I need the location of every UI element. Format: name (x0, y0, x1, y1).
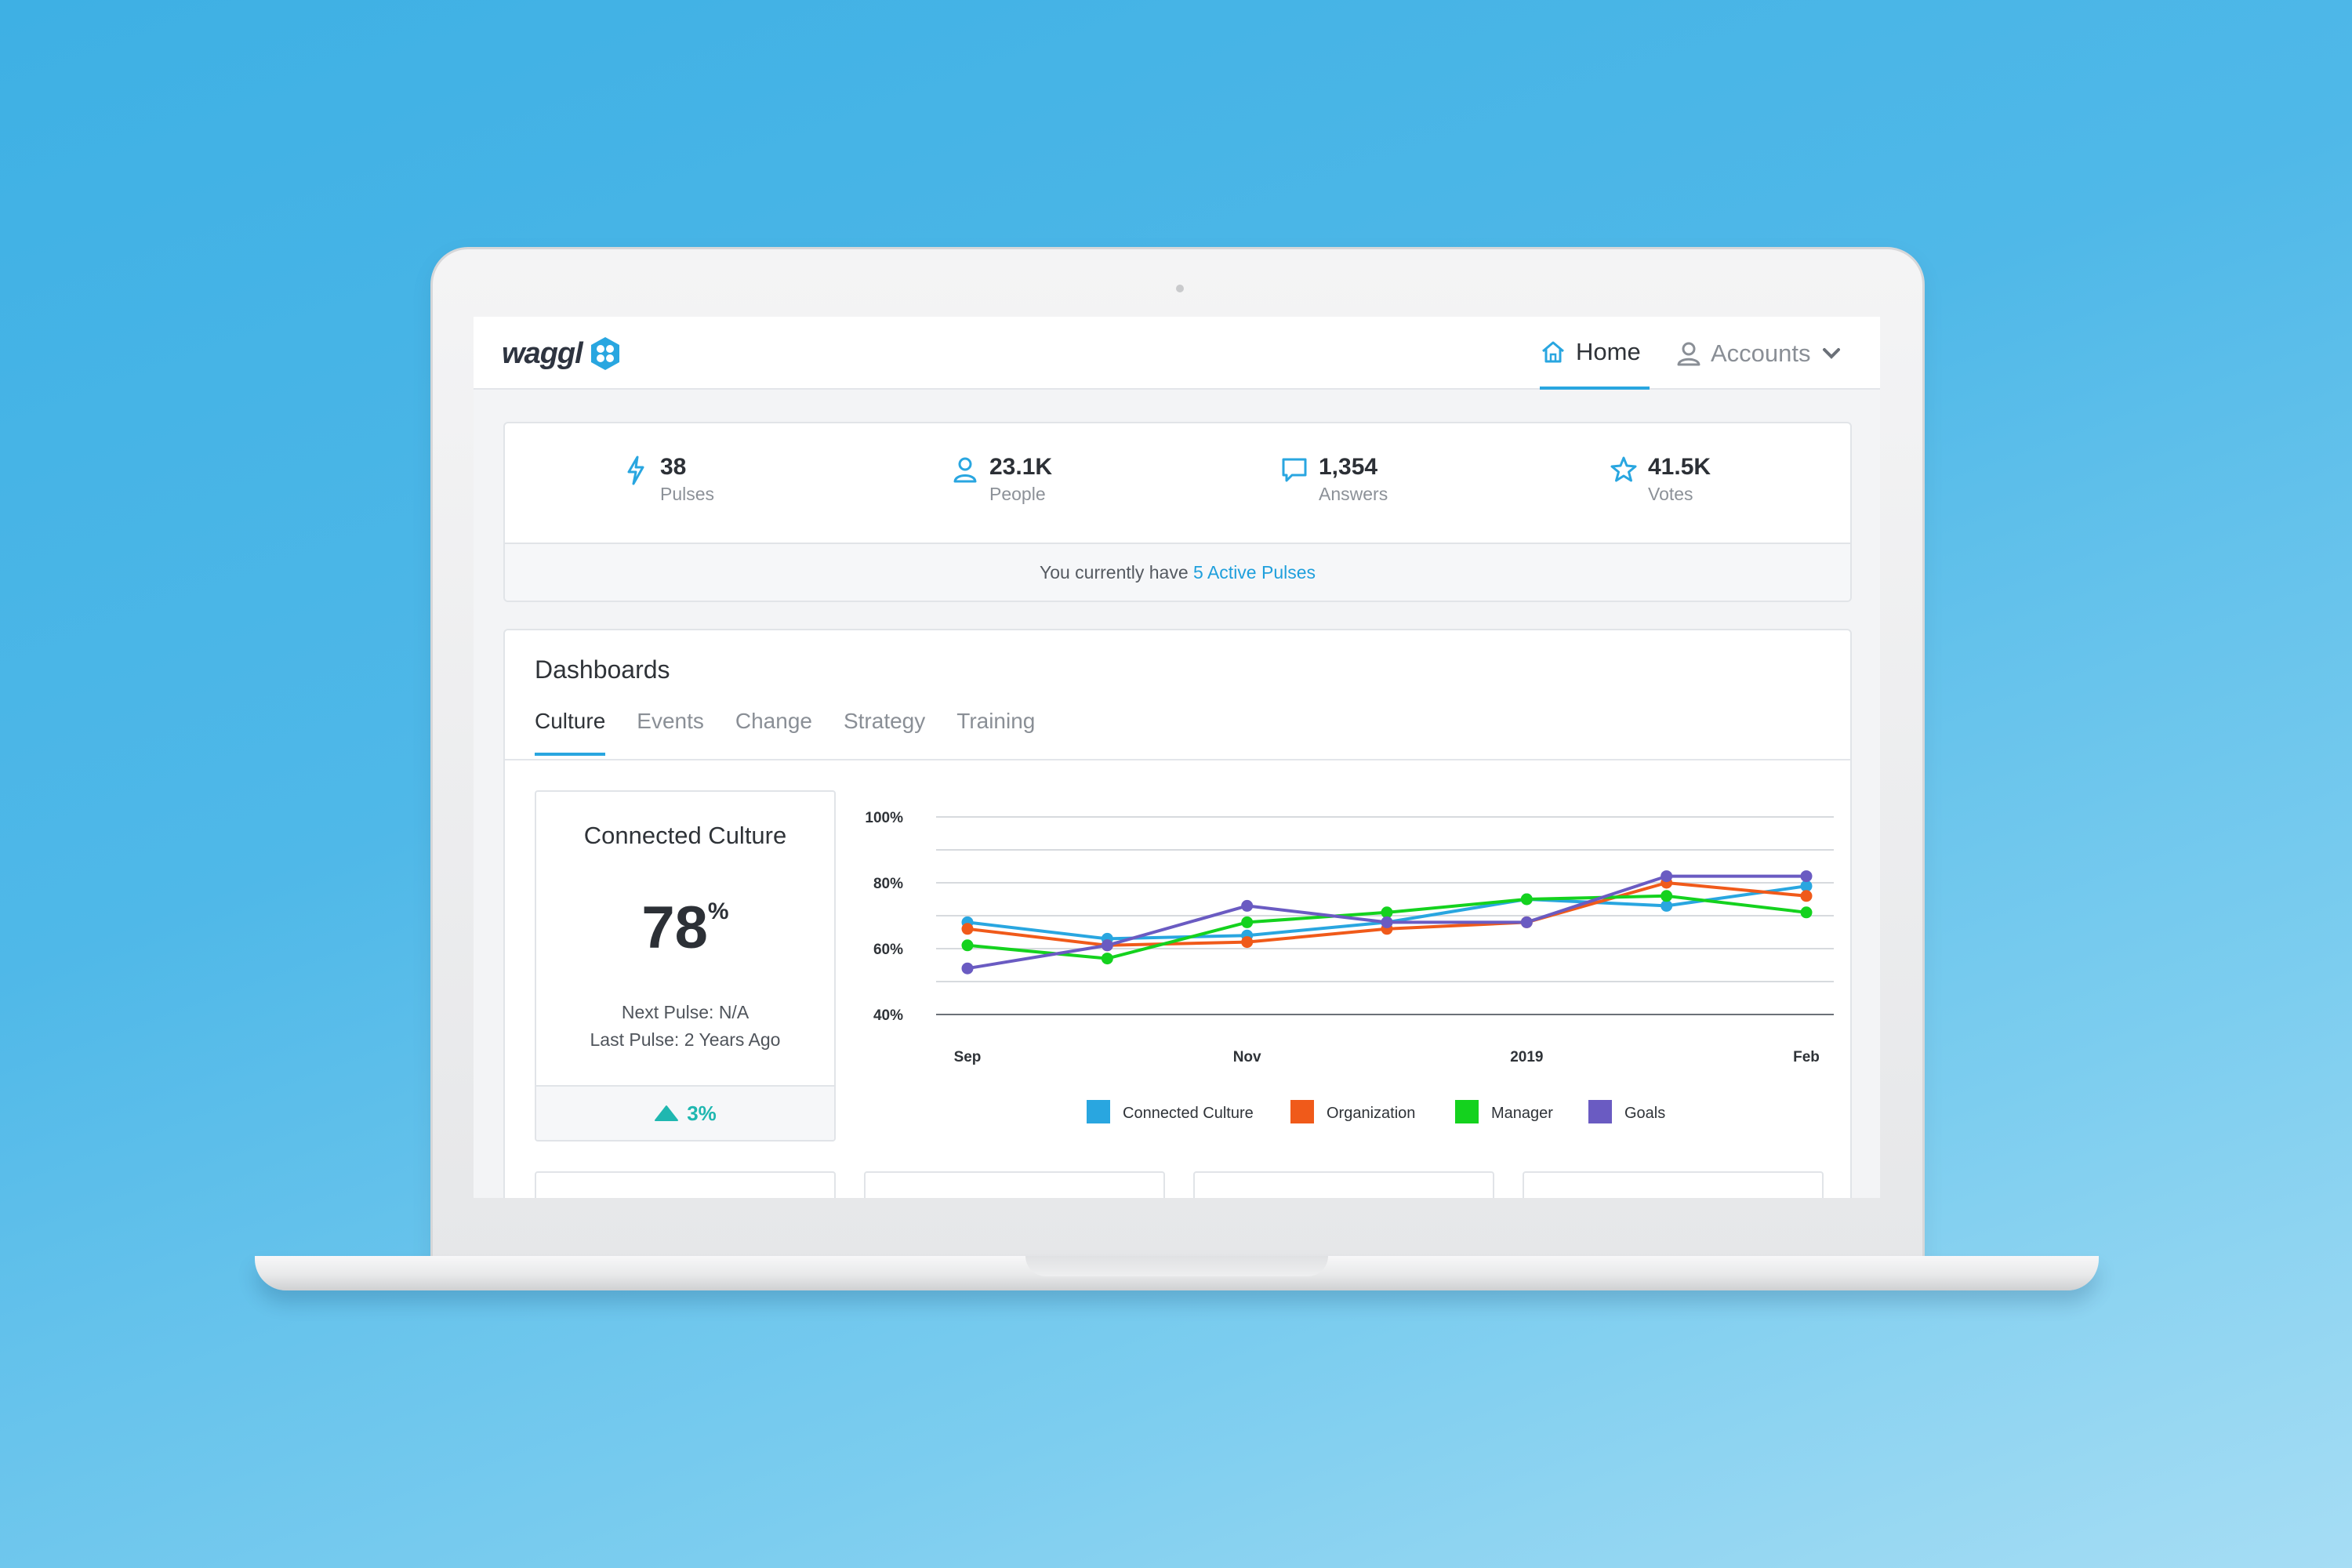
person-icon (953, 457, 977, 483)
camera-icon (1176, 285, 1184, 292)
legend-label: Goals (1624, 1105, 1665, 1122)
legend-swatch (1290, 1100, 1314, 1123)
metric-value: 78% (536, 894, 834, 962)
data-point (1101, 939, 1113, 952)
stat-label: Votes (1648, 484, 1693, 504)
stats-summary-card: 38 Pulses 23.1K People 1,354 Answers (503, 422, 1852, 602)
lightning-icon (627, 456, 644, 485)
dashboards-title: Dashboards (535, 655, 670, 684)
stat-value: 23.1K (989, 454, 1053, 480)
data-point (961, 923, 974, 935)
tabs-divider (505, 759, 1850, 760)
user-icon (1677, 342, 1700, 365)
stat-pulses[interactable]: 38 Pulses (622, 453, 714, 506)
data-point (1381, 916, 1393, 928)
triangle-up-icon (655, 1105, 679, 1121)
top-navigation: waggl Home Accounts (474, 317, 1880, 390)
stat-label: People (989, 484, 1046, 504)
star-icon (1610, 456, 1637, 482)
data-point (1241, 936, 1254, 949)
data-point (1101, 953, 1113, 965)
logo-mark-icon (590, 337, 619, 370)
legend-label: Organization (1327, 1105, 1415, 1122)
y-tick-label: 60% (873, 942, 903, 958)
data-point (1520, 916, 1533, 928)
data-point (1661, 890, 1673, 902)
legend-label: Manager (1491, 1105, 1553, 1122)
data-point (1241, 916, 1254, 928)
tab-culture[interactable]: Culture (535, 709, 606, 756)
x-tick-label: Nov (1233, 1049, 1261, 1065)
data-point (1241, 899, 1254, 912)
data-point (1800, 890, 1813, 902)
metric-change-value: 3% (687, 1101, 717, 1125)
x-tick-label: 2019 (1510, 1049, 1543, 1065)
logo-text: waggl (502, 336, 583, 370)
stat-votes[interactable]: 41.5K Votes (1610, 453, 1711, 506)
metric-number: 78 (641, 895, 708, 961)
speech-bubble-icon (1282, 458, 1307, 482)
app-screen: waggl Home Accounts (474, 317, 1880, 1198)
tab-change[interactable]: Change (735, 709, 812, 733)
stat-label: Pulses (660, 484, 715, 504)
y-tick-label: 100% (865, 810, 903, 826)
data-point (1661, 870, 1673, 883)
legend-swatch (1087, 1100, 1110, 1123)
x-tick-label: Feb (1793, 1049, 1820, 1065)
stat-value: 38 (660, 454, 687, 480)
active-pulses-link[interactable]: 5 Active Pulses (1193, 562, 1316, 583)
data-point (1800, 870, 1813, 883)
stat-value: 41.5K (1648, 454, 1711, 480)
mini-card[interactable] (864, 1171, 1165, 1198)
tab-strategy[interactable]: Strategy (843, 709, 926, 733)
nav-home[interactable]: Home (1540, 317, 1650, 390)
legend-label: Connected Culture (1123, 1105, 1254, 1122)
data-point (1661, 899, 1673, 912)
logo[interactable]: waggl (502, 336, 623, 372)
mini-card[interactable] (535, 1171, 836, 1198)
home-icon (1542, 341, 1564, 362)
nav-accounts-dropdown[interactable]: Accounts (1676, 317, 1842, 390)
stat-answers[interactable]: 1,354 Answers (1281, 453, 1388, 506)
data-point (961, 939, 974, 952)
nav-home-label: Home (1576, 337, 1641, 365)
metric-card-connected-culture[interactable]: Connected Culture 78% Next Pulse: N/A La… (535, 790, 836, 1142)
y-tick-label: 80% (873, 876, 903, 892)
data-point (961, 962, 974, 975)
tab-training[interactable]: Training (956, 709, 1036, 733)
legend-swatch (1455, 1100, 1479, 1123)
line-chart-svg: 100% 80% 60% 40% Sep Nov 2019 Feb Connected Cult… (865, 810, 1834, 1123)
laptop-base-notch (1025, 1256, 1328, 1276)
data-point (1381, 906, 1393, 919)
next-pulse-text: Next Pulse: N/A (621, 1002, 750, 1022)
active-pulses-text: You currently have (1039, 562, 1194, 583)
line-chart: 100% 80% 60% 40% Sep Nov 2019 Feb Connected Cult… (858, 790, 1838, 1159)
stat-value: 1,354 (1319, 454, 1378, 480)
stat-people[interactable]: 23.1K People (952, 453, 1052, 506)
data-point (1520, 893, 1533, 906)
metric-change: 3% (536, 1085, 834, 1140)
mini-card[interactable] (1193, 1171, 1494, 1198)
active-pulses-banner: You currently have 5 Active Pulses (505, 543, 1850, 601)
metric-title: Connected Culture (583, 822, 787, 849)
x-tick-label: Sep (954, 1049, 982, 1065)
stat-label: Answers (1319, 484, 1388, 504)
metric-unit: % (707, 898, 729, 924)
chevron-down-icon (1822, 347, 1840, 359)
last-pulse-text: Last Pulse: 2 Years Ago (590, 1029, 781, 1050)
legend-swatch (1588, 1100, 1612, 1123)
tab-events[interactable]: Events (637, 709, 704, 733)
nav-accounts-label: Accounts (1711, 339, 1811, 367)
mini-card[interactable] (1523, 1171, 1824, 1198)
y-tick-label: 40% (873, 1007, 903, 1024)
data-point (1800, 880, 1813, 892)
dashboards-card: Dashboards Culture Events Change Strateg… (503, 629, 1852, 1198)
data-point (1800, 906, 1813, 919)
dashboard-tabs: Culture Events Change Strategy Training (535, 709, 1066, 756)
